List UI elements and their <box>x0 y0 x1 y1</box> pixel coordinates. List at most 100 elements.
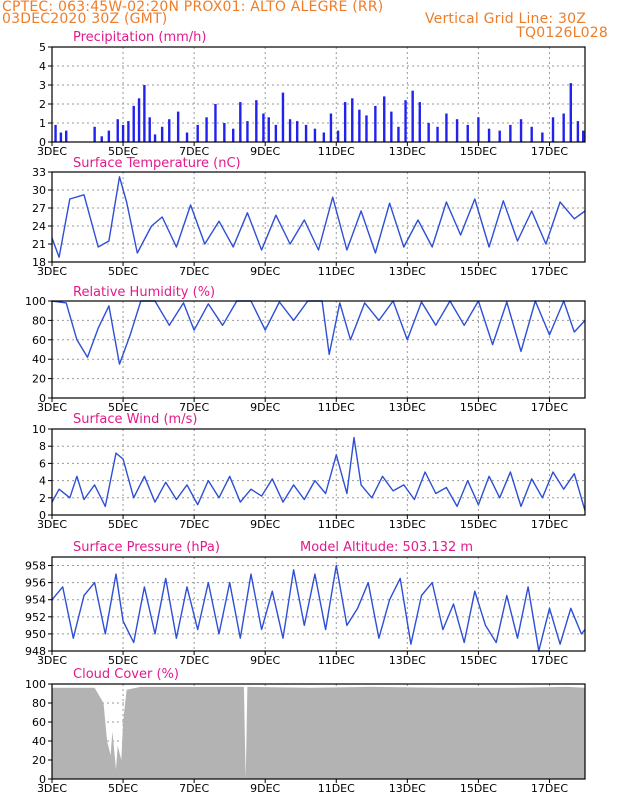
x-tick-label: 9DEC <box>250 401 280 414</box>
y-tick-label: 1 <box>39 117 46 130</box>
precip-bar <box>498 130 501 142</box>
precip-bar <box>262 113 265 142</box>
precip-bar <box>365 115 368 142</box>
precip-bar <box>148 117 151 142</box>
x-tick-label: 17DEC <box>531 518 568 531</box>
y-tick-label: 3 <box>39 79 46 92</box>
precip-bar <box>239 102 242 142</box>
panel-frame <box>51 46 586 143</box>
x-tick-label: 13DEC <box>389 654 426 667</box>
precip-bar <box>322 132 326 142</box>
y-tick-label: 952 <box>25 611 46 624</box>
x-tick-label: 11DEC <box>318 518 355 531</box>
precip-bar <box>397 126 400 142</box>
y-tick-label: 0 <box>39 136 46 149</box>
x-tick-label: 3DEC <box>37 654 67 667</box>
y-tick-label: 60 <box>32 334 46 347</box>
precip-bar <box>65 130 68 142</box>
precip-bar <box>374 105 377 142</box>
precip-bar <box>455 119 459 142</box>
y-tick-label: 20 <box>32 754 46 767</box>
header-grid-note: Vertical Grid Line: 30Z <box>424 11 586 27</box>
precip-bar <box>336 130 340 142</box>
x-tick-label: 13DEC <box>389 265 426 278</box>
x-tick-label: 3DEC <box>37 145 67 158</box>
precip-bar <box>329 113 333 142</box>
y-tick-label: 950 <box>25 628 46 641</box>
panel-title: Precipitation (mm/h) <box>73 30 206 45</box>
precip-bar <box>530 126 533 142</box>
precip-bar <box>466 124 469 142</box>
x-tick-label: 9DEC <box>250 782 280 795</box>
panel-title: Relative Humidity (%) <box>73 285 215 300</box>
x-tick-label: 17DEC <box>531 654 568 667</box>
precip-bar <box>267 117 270 142</box>
x-tick-label: 7DEC <box>179 518 209 531</box>
precip-bar <box>436 126 439 142</box>
y-tick-label: 80 <box>32 697 46 710</box>
precip-bar <box>304 124 308 142</box>
y-tick-label: 5 <box>39 41 46 54</box>
x-tick-label: 7DEC <box>179 654 209 667</box>
precip-bar <box>214 104 217 142</box>
x-tick-label: 5DEC <box>108 145 138 158</box>
y-tick-label: 40 <box>32 353 46 366</box>
precip-bar <box>205 117 208 142</box>
precip-bar <box>477 117 480 142</box>
cloud-cover-panel: Cloud Cover (%) 0 20 40 60 80 100 3DEC 5DEC 7DEC 9… <box>25 667 586 795</box>
pressure-panel: Surface Pressure (hPa) Model Altitude: 50… <box>25 540 586 667</box>
precip-bar <box>127 121 130 142</box>
precip-bar <box>519 119 523 142</box>
y-tick-label: 0 <box>39 773 46 786</box>
x-tick-label: 17DEC <box>531 401 568 414</box>
x-tick-label: 13DEC <box>389 518 426 531</box>
precip-bar <box>116 119 119 142</box>
x-tick-label: 11DEC <box>318 401 355 414</box>
y-tick-label: 10 <box>32 423 46 436</box>
y-tick-label: 33 <box>32 166 46 179</box>
x-tick-label: 7DEC <box>179 401 209 414</box>
y-tick-label: 2 <box>39 492 46 505</box>
y-tick-label: 21 <box>32 238 46 251</box>
y-tick-label: 954 <box>25 594 46 607</box>
precip-bar <box>576 121 580 142</box>
cloud-area <box>52 686 585 779</box>
precip-bar <box>143 85 146 142</box>
x-tick-label: 9DEC <box>250 265 280 278</box>
precip-bar <box>255 100 258 142</box>
x-tick-label: 3DEC <box>37 518 67 531</box>
x-tick-label: 13DEC <box>389 401 426 414</box>
x-tick-label: 17DEC <box>531 782 568 795</box>
x-tick-label: 3DEC <box>37 782 67 795</box>
series-line <box>51 564 586 652</box>
humidity-panel: Relative Humidity (%) 0 20 40 60 80 100 3DEC 5DE… <box>25 285 586 414</box>
precip-bar <box>153 134 157 142</box>
precip-bar <box>343 102 347 142</box>
x-tick-label: 15DEC <box>460 654 497 667</box>
precip-bar <box>100 136 103 142</box>
y-tick-label: 0 <box>39 509 46 522</box>
x-tick-label: 15DEC <box>460 782 497 795</box>
y-tick-label: 6 <box>39 457 46 470</box>
precip-bar <box>295 121 299 142</box>
x-tick-label: 7DEC <box>179 782 209 795</box>
x-tick-label: 15DEC <box>460 518 497 531</box>
precip-bar <box>390 111 393 142</box>
precip-bar <box>93 126 96 142</box>
y-tick-label: 4 <box>39 475 46 488</box>
y-tick-label: 24 <box>32 220 46 233</box>
panel-frame <box>51 556 586 652</box>
precip-bar <box>121 124 125 142</box>
precip-bar <box>541 132 544 142</box>
precip-bar <box>185 132 189 142</box>
precip-bar <box>132 105 135 142</box>
y-tick-label: 27 <box>32 202 46 215</box>
precip-bar <box>176 111 180 142</box>
y-tick-label: 8 <box>39 440 46 453</box>
panel-frame <box>51 171 586 263</box>
y-tick-label: 0 <box>39 392 46 405</box>
y-tick-label: 80 <box>32 314 46 327</box>
x-tick-label: 17DEC <box>531 265 568 278</box>
precip-bar <box>59 132 63 142</box>
precip-bar <box>281 92 285 142</box>
